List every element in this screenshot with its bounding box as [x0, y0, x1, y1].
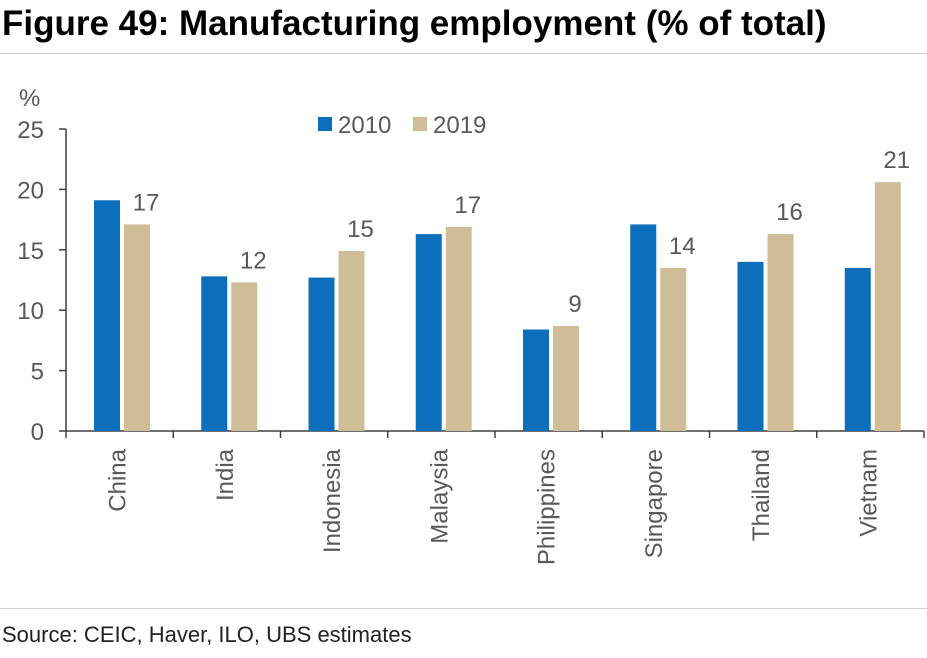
- data-label: 9: [568, 291, 581, 318]
- x-category-label: Vietnam: [855, 449, 882, 537]
- legend-label: 2019: [433, 112, 486, 139]
- bar-2010: [415, 234, 442, 431]
- x-category-label: Singapore: [641, 449, 668, 558]
- y-axis-unit-label: %: [19, 85, 40, 112]
- y-tick-label: 25: [17, 117, 44, 144]
- data-label: 14: [669, 233, 696, 260]
- y-tick-label: 10: [17, 298, 44, 325]
- data-label: 21: [883, 147, 910, 174]
- bar-2010: [844, 267, 871, 431]
- y-tick-label: 15: [17, 238, 44, 265]
- top-divider: [0, 53, 927, 54]
- bar-2010: [308, 277, 335, 431]
- y-tick-label: 20: [17, 177, 44, 204]
- bar-2019: [767, 234, 794, 431]
- x-category-label: China: [105, 448, 132, 511]
- bottom-divider: [0, 608, 927, 609]
- bar-2010: [94, 200, 120, 431]
- data-label: 17: [133, 189, 160, 216]
- x-category-label: Indonesia: [319, 448, 346, 553]
- bar-2010: [523, 329, 549, 431]
- figure-title: Figure 49: Manufacturing employment (% o…: [2, 4, 827, 43]
- legend-swatch-2019: [413, 117, 427, 131]
- y-tick-label: 5: [31, 359, 44, 386]
- bar-2019: [874, 182, 901, 431]
- x-category-label: Thailand: [748, 449, 775, 541]
- bar-2019: [338, 251, 365, 431]
- legend-label: 2010: [338, 112, 391, 139]
- bar-chart: 0 5 10 15 20 25% China 17 India 12 Indonesia 15 Mala…: [17, 85, 925, 565]
- bar-2019: [124, 224, 150, 431]
- bar-2010: [630, 224, 657, 431]
- bar-2010: [201, 276, 228, 431]
- bar-2019: [445, 226, 472, 431]
- bar-2019: [660, 267, 687, 431]
- x-category-label: India: [212, 448, 239, 501]
- x-category-label: Malaysia: [426, 448, 453, 543]
- y-tick-label: 0: [31, 419, 44, 446]
- data-label: 17: [454, 192, 481, 219]
- data-label: 15: [347, 216, 374, 243]
- data-label: 16: [776, 199, 803, 226]
- data-label: 12: [240, 247, 267, 274]
- x-category-label: Philippines: [534, 449, 561, 565]
- legend-swatch-2010: [318, 117, 332, 131]
- bar-2019: [553, 325, 579, 431]
- bar-2010: [737, 261, 764, 431]
- source-note: Source: CEIC, Haver, ILO, UBS estimates: [2, 622, 412, 647]
- bar-2019: [231, 282, 258, 431]
